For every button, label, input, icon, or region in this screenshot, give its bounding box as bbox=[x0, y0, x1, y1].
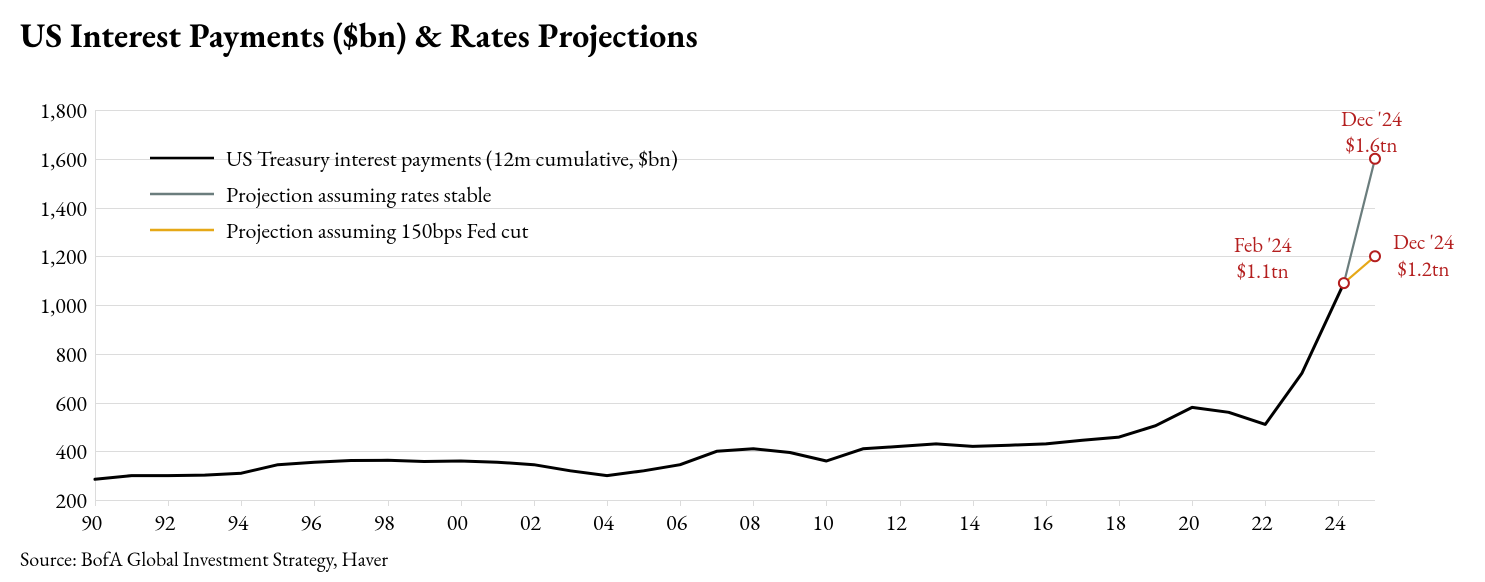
legend-label: Projection assuming rates stable bbox=[226, 180, 491, 209]
data-marker bbox=[1339, 278, 1349, 288]
annotation-label: Feb '24$1.1tn bbox=[1234, 233, 1292, 286]
chart-container: US Interest Payments ($bn) & Rates Proje… bbox=[0, 0, 1485, 582]
data-marker bbox=[1370, 251, 1380, 261]
legend-label: US Treasury interest payments (12m cumul… bbox=[226, 144, 678, 173]
legend-label: Projection assuming 150bps Fed cut bbox=[226, 216, 528, 245]
legend-swatch bbox=[150, 190, 214, 198]
legend-swatch bbox=[150, 154, 214, 162]
source-attribution: Source: BofA Global Investment Strategy,… bbox=[20, 546, 388, 572]
legend-item: Projection assuming rates stable bbox=[150, 176, 678, 212]
legend-item: Projection assuming 150bps Fed cut bbox=[150, 212, 678, 248]
annotation-label: Dec '24$1.2tn bbox=[1393, 230, 1454, 283]
legend-item: US Treasury interest payments (12m cumul… bbox=[150, 140, 678, 176]
legend: US Treasury interest payments (12m cumul… bbox=[150, 140, 678, 248]
series-line bbox=[95, 283, 1344, 479]
line-chart bbox=[0, 0, 1485, 582]
legend-swatch bbox=[150, 226, 214, 234]
series-line bbox=[1344, 159, 1375, 283]
annotation-label: Dec '24$1.6tn bbox=[1341, 107, 1402, 160]
